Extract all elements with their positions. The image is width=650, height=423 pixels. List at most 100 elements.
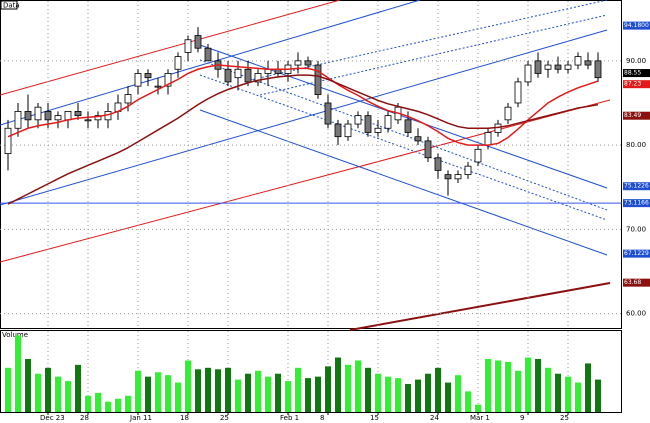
- candle-body: [244, 68, 252, 83]
- volume-bar: [75, 364, 81, 412]
- volume-bar: [65, 381, 71, 412]
- volume-bar: [295, 367, 301, 412]
- candle-body: [594, 60, 602, 79]
- price-label-box: [623, 249, 650, 258]
- volume-bar: [25, 358, 31, 412]
- trend-line: [0, 29, 608, 206]
- volume-bar: [495, 360, 501, 412]
- candle-body: [94, 115, 102, 121]
- volume-bar: [595, 379, 601, 412]
- volume-bar: [315, 376, 321, 412]
- volume-bar: [575, 382, 581, 412]
- volume-bar: [225, 367, 231, 412]
- candle-body: [34, 106, 42, 121]
- candle-body: [374, 127, 382, 133]
- volume-bar: [185, 360, 191, 412]
- volume-bar: [425, 373, 431, 412]
- x-tick-label: Mar 1: [470, 414, 490, 422]
- candle-body: [504, 106, 512, 121]
- volume-bar: [305, 378, 311, 412]
- candle-body: [364, 115, 372, 133]
- price-panel: [0, 0, 622, 329]
- trend-line: [0, 99, 611, 263]
- volume-bar: [525, 357, 531, 412]
- volume-bar: [415, 379, 421, 412]
- candle-body: [514, 81, 522, 104]
- x-tick-label: Jan 11: [129, 414, 152, 422]
- volume-bar: [325, 366, 331, 412]
- trend-line: [349, 282, 611, 331]
- x-tick-label: 25: [220, 414, 229, 422]
- price-label-box: [623, 278, 650, 287]
- x-tick-label: 9: [520, 414, 524, 422]
- candle-body: [434, 157, 442, 171]
- volume-bar: [395, 378, 401, 412]
- candle-body: [44, 111, 52, 121]
- candle-body: [554, 64, 562, 70]
- volume-bar: [475, 404, 481, 412]
- trend-line: [0, 0, 421, 126]
- volume-bar: [265, 376, 271, 412]
- volume-panel: [0, 330, 622, 413]
- candle-body: [424, 140, 432, 159]
- price-label-box: [623, 111, 650, 120]
- y-tick-label: 90.00: [626, 57, 646, 65]
- volume-bar: [545, 367, 551, 412]
- candle-body: [454, 174, 462, 180]
- price-label: 63.68: [624, 279, 641, 286]
- volume-title: Volume: [2, 331, 28, 339]
- volume-bar: [585, 363, 591, 412]
- volume-bar: [175, 382, 181, 412]
- volume-bar: [535, 358, 541, 412]
- candle-body: [174, 56, 182, 70]
- chart-title: Data: [3, 2, 20, 10]
- volume-bar: [135, 370, 141, 412]
- price-label-box: [623, 199, 650, 208]
- volume-bar: [105, 401, 111, 412]
- volume-bar: [515, 370, 521, 412]
- volume-bar: [365, 367, 371, 412]
- volume-bar: [455, 375, 461, 412]
- trend-line: [0, 0, 341, 96]
- moving-average: [7, 64, 599, 146]
- volume-bar: [55, 376, 61, 412]
- volume-bar: [145, 376, 151, 412]
- volume-bar: [125, 395, 131, 412]
- price-label: 73.1166: [624, 200, 649, 207]
- volume-bar: [375, 373, 381, 412]
- price-label: 67.1229: [624, 250, 649, 257]
- volume-bar: [275, 373, 281, 412]
- volume-bar: [5, 367, 11, 412]
- volume-bar: [285, 381, 291, 412]
- candle-body: [574, 56, 582, 66]
- candle-body: [74, 111, 82, 117]
- y-tick-label: 80.00: [626, 141, 646, 149]
- candle-body: [54, 115, 62, 121]
- price-label-box: [623, 69, 650, 78]
- volume-bar: [255, 370, 261, 412]
- candle-body: [134, 73, 142, 87]
- candle-body: [344, 123, 352, 138]
- x-tick-label: 8: [320, 414, 324, 422]
- candle-body: [4, 127, 12, 154]
- candle-body: [184, 39, 192, 53]
- trend-line: [249, 0, 608, 81]
- volume-bar: [45, 367, 51, 412]
- volume-bar: [235, 379, 241, 412]
- y-tick-label: 70.00: [626, 225, 646, 233]
- x-tick-label: Dec 23: [40, 414, 65, 422]
- candle-body: [384, 115, 392, 129]
- candle-body: [564, 64, 572, 70]
- candle-body: [444, 174, 452, 180]
- volume-bar: [345, 364, 351, 412]
- candle-body: [324, 102, 332, 125]
- candle-body: [464, 165, 472, 176]
- volume-bar: [405, 384, 411, 412]
- candle-body: [164, 73, 172, 87]
- candle-body: [254, 73, 262, 83]
- price-label: 88.55: [624, 70, 641, 77]
- volume-bar: [165, 375, 171, 412]
- volume-bar: [555, 373, 561, 412]
- x-tick-label: 24: [430, 414, 439, 422]
